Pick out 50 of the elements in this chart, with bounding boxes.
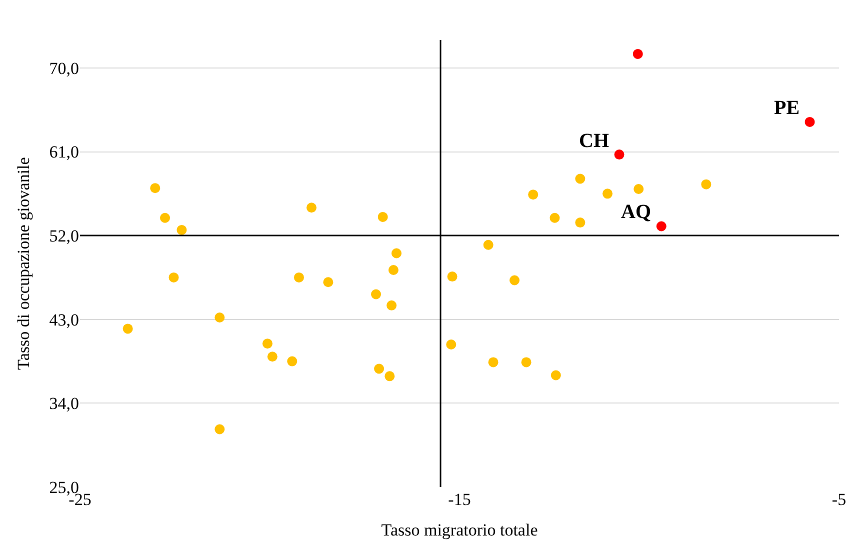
x-tick-label: -15 xyxy=(448,490,471,509)
point xyxy=(550,370,561,380)
point xyxy=(214,424,225,434)
y-tick-label: 52,0 xyxy=(49,226,79,246)
point xyxy=(323,277,334,288)
y-tick-label: 61,0 xyxy=(49,142,79,162)
point xyxy=(176,224,187,235)
point xyxy=(634,184,644,194)
point xyxy=(168,272,179,282)
point xyxy=(374,364,384,374)
point xyxy=(392,248,402,258)
annotation: CH xyxy=(579,130,610,152)
point xyxy=(150,183,160,194)
point xyxy=(386,300,397,310)
y-tick-label: 34,0 xyxy=(49,394,79,414)
point xyxy=(447,272,458,282)
point xyxy=(384,371,395,382)
point xyxy=(575,218,586,228)
point xyxy=(287,356,298,366)
point xyxy=(446,340,456,350)
point xyxy=(371,289,382,300)
point xyxy=(510,275,520,286)
annotation: PE xyxy=(774,97,800,119)
point xyxy=(122,324,133,334)
point xyxy=(378,212,388,222)
point xyxy=(294,272,304,282)
point xyxy=(160,212,170,223)
point xyxy=(388,265,398,276)
annotation: AQ xyxy=(621,201,651,223)
x-axis-title: Tasso migratorio totale xyxy=(381,520,538,540)
point xyxy=(614,150,624,160)
point xyxy=(550,212,560,223)
y-axis-title: Tasso di occupazione giovanile xyxy=(14,157,33,370)
point xyxy=(804,116,815,127)
point xyxy=(632,48,643,59)
point xyxy=(701,179,712,190)
y-tick-label: 70,0 xyxy=(49,58,79,78)
x-tick-label: -5 xyxy=(832,490,846,509)
point xyxy=(306,202,316,213)
point xyxy=(262,338,272,349)
point xyxy=(214,312,225,323)
point xyxy=(656,221,666,232)
point xyxy=(521,357,532,368)
point xyxy=(483,240,494,250)
y-tick-label: 43,0 xyxy=(49,310,79,330)
point xyxy=(602,188,613,199)
point xyxy=(528,190,538,200)
point xyxy=(575,174,586,184)
point xyxy=(488,357,498,368)
point xyxy=(267,352,278,362)
